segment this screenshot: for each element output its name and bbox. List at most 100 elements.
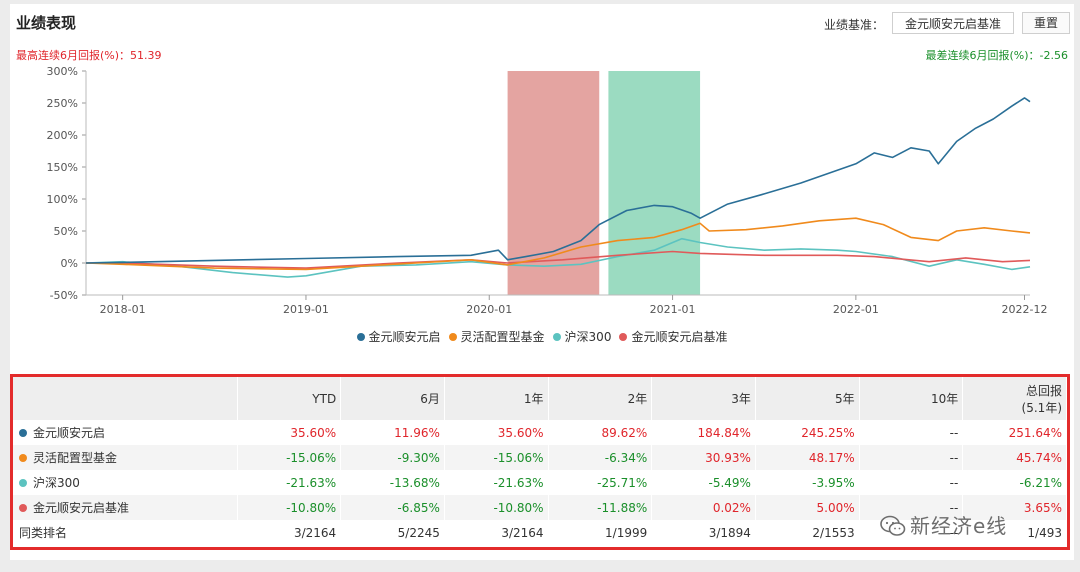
table-cell: 89.62%	[548, 420, 653, 445]
table-row: 同类排名 3/2164 5/2245 3/2164 1/1999 3/1894 2/1553…	[13, 520, 1067, 545]
table-cell: 251.64%	[962, 420, 1067, 445]
row-name: 金元顺安元启	[13, 420, 238, 445]
table-cell: --	[859, 520, 964, 545]
watermark: 新经济e线	[880, 510, 1007, 542]
y-tick-label: 200%	[47, 129, 78, 142]
watermark-text: 新经济e线	[910, 514, 1008, 538]
returns-table-box: YTD 6月 1年 2年 3年 5年 10年 总回报 (5.1年) 金元顺安元启…	[10, 374, 1070, 550]
benchmark-select[interactable]: 金元顺安元启基准	[892, 12, 1014, 34]
table-cell: 1/1999	[548, 520, 653, 545]
header-1y: 1年	[444, 377, 549, 420]
header-6m: 6月	[340, 377, 445, 420]
benchmark-label: 业绩基准：	[824, 18, 885, 32]
x-tick-label: 2018-01	[100, 303, 146, 316]
table-cell: 5.00%	[755, 495, 860, 520]
performance-chart: 300% 250% 200% 150% 100% 50% 0% -50% 2018-01 2019…	[47, 65, 1048, 316]
series-line-fund	[85, 97, 1031, 264]
shaded-band-green	[608, 71, 701, 295]
table-cell: 184.84%	[651, 420, 756, 445]
legend-label: 金元顺安元启基准	[631, 330, 728, 344]
table-cell: 1/493	[962, 520, 1067, 545]
y-tick-label: 0%	[61, 257, 78, 270]
wechat-icon	[880, 515, 906, 542]
table-cell: --	[859, 495, 964, 520]
table-cell: -3.95%	[755, 470, 860, 495]
table-cell: 3/2164	[444, 520, 549, 545]
y-tick-label: 250%	[47, 97, 78, 110]
table-row: 金元顺安元启 35.60% 11.96% 35.60% 89.62% 184.84% 245…	[13, 420, 1067, 445]
legend-dot	[552, 333, 561, 341]
table-cell: -6.85%	[340, 495, 445, 520]
row-name-label: 金元顺安元启	[33, 426, 106, 440]
row-name: 灵活配置型基金	[13, 445, 238, 470]
table-row: 灵活配置型基金 -15.06% -9.30% -15.06% -6.34% 30.93% 4…	[13, 445, 1067, 470]
table-cell: 3.65%	[962, 495, 1067, 520]
series-dot	[19, 504, 27, 512]
header-3y: 3年	[651, 377, 756, 420]
y-tick-label: 100%	[47, 193, 78, 206]
table-cell: -9.30%	[340, 445, 445, 470]
y-tick-label: -50%	[50, 289, 78, 302]
x-tick-label: 2022-12	[1002, 303, 1048, 316]
row-name: 金元顺安元启基准	[13, 495, 238, 520]
table-cell: -5.49%	[651, 470, 756, 495]
series-dot	[19, 479, 27, 487]
table-row: 金元顺安元启基准 -10.80% -6.85% -10.80% -11.88% 0.02%…	[13, 495, 1067, 520]
header-name	[13, 377, 238, 420]
x-tick-label: 2020-01	[466, 303, 512, 316]
row-name: 同类排名	[13, 520, 238, 545]
table-cell: -25.71%	[548, 470, 653, 495]
table-cell: -21.63%	[444, 470, 549, 495]
table-cell: -15.06%	[444, 445, 549, 470]
table-cell: -11.88%	[548, 495, 653, 520]
row-name: 沪深300	[13, 470, 238, 495]
y-tick-label: 50%	[54, 225, 78, 238]
legend-label: 沪深300	[564, 330, 612, 344]
table-cell: -13.68%	[340, 470, 445, 495]
table-cell: 11.96%	[340, 420, 445, 445]
table-cell: -21.63%	[237, 470, 342, 495]
table-cell: --	[859, 470, 964, 495]
table-row: 沪深300 -21.63% -13.68% -21.63% -25.71% -5.49% -…	[13, 470, 1067, 495]
table-cell: 0.02%	[651, 495, 756, 520]
legend-item-category[interactable]: 灵活配置型基金	[448, 328, 545, 345]
header-total-sub: (5.1年)	[1021, 400, 1062, 415]
page-title: 业绩表现	[16, 14, 77, 32]
legend-item-benchmark[interactable]: 金元顺安元启基准	[619, 328, 727, 345]
header-ytd: YTD	[237, 377, 342, 420]
legend-dot	[448, 333, 457, 341]
table-cell: 48.17%	[755, 445, 860, 470]
table-cell: 245.25%	[755, 420, 860, 445]
table-cell: -10.80%	[237, 495, 342, 520]
min-streak-note: 最差连续6月回报(%)：-2.56	[925, 49, 1069, 62]
table-cell: -10.80%	[444, 495, 549, 520]
header-2y: 2年	[548, 377, 653, 420]
table-cell: 5/2245	[340, 520, 445, 545]
row-name-label: 灵活配置型基金	[33, 451, 118, 465]
legend-item-fund[interactable]: 金元顺安元启	[356, 328, 441, 345]
row-name-label: 同类排名	[19, 526, 68, 540]
table-cell: 3/2164	[237, 520, 342, 545]
reset-button[interactable]: 重置	[1022, 12, 1070, 34]
max-streak-note: 最高连续6月回报(%)：51.39	[16, 49, 162, 62]
series-dot	[19, 429, 27, 437]
table-cell: 35.60%	[444, 420, 549, 445]
series-line-benchmark	[86, 250, 1031, 269]
series-dot	[19, 454, 27, 462]
legend-label: 金元顺安元启	[368, 330, 441, 344]
legend-dot	[356, 333, 365, 341]
row-name-label: 金元顺安元启基准	[33, 501, 130, 515]
x-tick-label: 2019-01	[283, 303, 329, 316]
series-line-hs300	[85, 237, 1031, 278]
row-name-label: 沪深300	[33, 476, 80, 490]
table-cell: -6.21%	[962, 470, 1067, 495]
table-cell: 35.60%	[237, 420, 342, 445]
legend-item-hs300[interactable]: 沪深300	[552, 328, 612, 345]
table-cell: --	[859, 445, 964, 470]
y-tick-label: 300%	[47, 65, 78, 78]
x-tick-label: 2021-01	[650, 303, 696, 316]
table-cell: 2/1553	[755, 520, 860, 545]
table-cell: -6.34%	[548, 445, 653, 470]
series-line-category	[85, 217, 1031, 271]
header-total: 总回报 (5.1年)	[962, 377, 1067, 420]
